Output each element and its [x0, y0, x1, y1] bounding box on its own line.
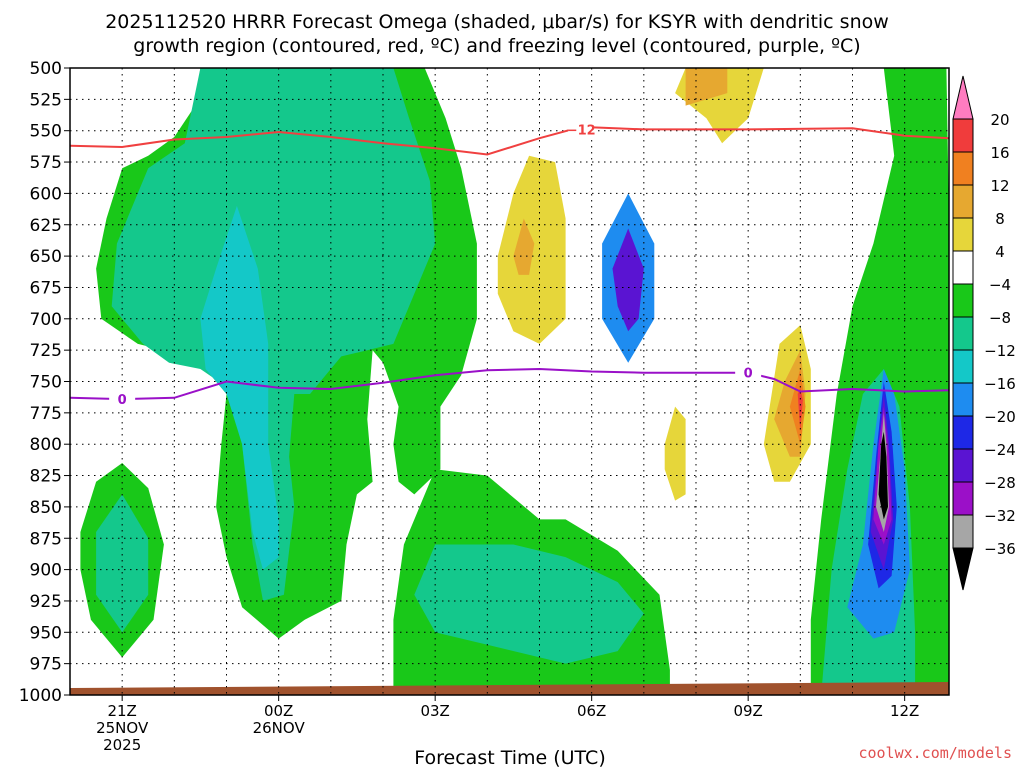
colorbar-label-1: 16 — [990, 144, 1009, 162]
y-tick-label-1000: 1000 — [19, 686, 62, 706]
colorbar: 20 16 12 8 4 −4 −8 −12 −16 −20 −24 −28 −32 −36 — [952, 75, 1016, 591]
colorbar-segment-7 — [952, 316, 974, 351]
omega-region-25 — [797, 387, 803, 432]
x-tick-label-6-0: 03Z — [420, 702, 449, 720]
freezing-label-1: 0 — [118, 393, 127, 408]
grid-lines — [70, 68, 949, 695]
chart-title-line1: 2025112520 HRRR Forecast Omega (shaded, … — [105, 11, 889, 33]
x-tick-label-3-1: 26NOV — [253, 719, 306, 737]
omega-region-22 — [513, 218, 535, 275]
colorbar-segment-12 — [952, 481, 974, 516]
omega-region-6 — [414, 544, 644, 664]
x-tick-label-0-1: 25NOV — [96, 719, 149, 737]
colorbar-label-12: −32 — [984, 507, 1016, 525]
dgz-contour-line — [69, 125, 950, 156]
omega-region-16 — [878, 431, 888, 520]
colorbar-label-2: 12 — [990, 177, 1009, 195]
freezing-level-line — [69, 367, 950, 401]
dgz-contour-label-bg — [568, 121, 595, 138]
freezing-label-2: 0 — [744, 367, 753, 382]
x-tick-label-9-0: 06Z — [577, 702, 606, 720]
credit-label: coolwx.com/models — [858, 744, 1012, 762]
y-tick-label-825: 825 — [30, 467, 62, 487]
freezing-label-2-bg — [735, 364, 762, 381]
y-tick-label-550: 550 — [30, 122, 62, 142]
colorbar-label-13: −36 — [984, 540, 1016, 558]
y-tick-label-500: 500 — [30, 59, 62, 79]
y-tick-label-800: 800 — [30, 435, 62, 455]
y-tick-label-675: 675 — [30, 278, 62, 298]
colorbar-label-11: −28 — [984, 474, 1016, 492]
y-tick-label-775: 775 — [30, 404, 62, 424]
colorbar-bottom-arrow — [952, 547, 974, 591]
chart-title-line2: growth region (contoured, red, ºC) and f… — [133, 35, 860, 57]
freezing-label-1-bg — [109, 391, 136, 408]
x-tick-label-15-0: 12Z — [890, 702, 919, 720]
y-tick-label-875: 875 — [30, 529, 62, 549]
colorbar-segment-3 — [952, 184, 974, 219]
omega-region-8 — [200, 205, 279, 570]
y-tick-label-575: 575 — [30, 153, 62, 173]
omega-region-4 — [111, 68, 436, 601]
colorbar-label-10: −24 — [984, 441, 1016, 459]
x-tick-label-12-0: 09Z — [733, 702, 762, 720]
colorbar-label-0: 20 — [990, 111, 1009, 129]
x-tick-label-0-0: 21Z — [107, 702, 136, 720]
colorbar-label-6: −8 — [989, 309, 1011, 327]
colorbar-label-3: 8 — [995, 210, 1005, 228]
axes: 500 525 550 575 600 625 650 675 700 725 750 775 800 8… — [19, 59, 950, 754]
dgz-contour-label: −12 — [567, 123, 596, 138]
y-tick-label-600: 600 — [30, 184, 62, 204]
colorbar-label-4: 4 — [995, 243, 1005, 261]
colorbar-segment-10 — [952, 415, 974, 450]
y-tick-label-725: 725 — [30, 341, 62, 361]
x-axis-label: Forecast Time (UTC) — [414, 747, 605, 768]
y-tick-label-750: 750 — [30, 373, 62, 393]
omega-region-12 — [612, 228, 644, 332]
y-tick-label-625: 625 — [30, 216, 62, 236]
ground-surface — [70, 682, 949, 695]
y-tick-label-975: 975 — [30, 655, 62, 675]
colorbar-label-5: −4 — [989, 276, 1011, 294]
colorbar-label-7: −12 — [984, 342, 1016, 360]
colorbar-segment-11 — [952, 448, 974, 483]
omega-region-24 — [789, 369, 806, 445]
omega-region-5 — [96, 494, 149, 633]
colorbar-segment-5 — [952, 250, 974, 285]
colorbar-segment-13 — [952, 514, 974, 549]
colorbar-segment-6 — [952, 283, 974, 318]
omega-region-19 — [664, 406, 686, 501]
y-tick-label-900: 900 — [30, 561, 62, 581]
plot-area — [70, 68, 949, 695]
x-tick-label-0-2: 2025 — [103, 736, 141, 754]
y-tick-label-925: 925 — [30, 592, 62, 612]
y-tick-label-950: 950 — [30, 623, 62, 643]
x-tick-label-3-0: 00Z — [264, 702, 293, 720]
contour-lines: −12 0 0 — [69, 121, 950, 408]
colorbar-segment-8 — [952, 349, 974, 384]
y-tick-label-700: 700 — [30, 310, 62, 330]
y-tick-label-525: 525 — [30, 90, 62, 110]
omega-region-21 — [685, 68, 728, 106]
colorbar-label-9: −20 — [984, 408, 1016, 426]
colorbar-top-arrow — [952, 75, 974, 120]
colorbar-segment-2 — [952, 151, 974, 186]
y-tick-label-850: 850 — [30, 498, 62, 518]
colorbar-segment-4 — [952, 217, 974, 252]
colorbar-label-8: −16 — [984, 375, 1016, 393]
colorbar-segment-9 — [952, 382, 974, 417]
y-tick-label-650: 650 — [30, 247, 62, 267]
colorbar-segment-1 — [952, 118, 974, 153]
